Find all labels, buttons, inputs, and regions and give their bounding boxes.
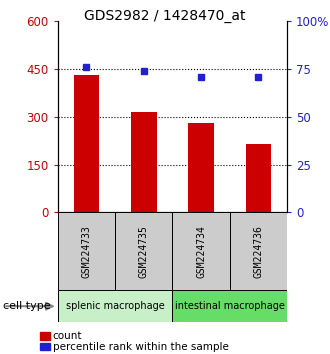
Bar xyxy=(230,212,287,290)
Text: GSM224733: GSM224733 xyxy=(82,225,91,278)
Bar xyxy=(172,290,287,322)
Text: GSM224736: GSM224736 xyxy=(253,225,263,278)
Text: GSM224735: GSM224735 xyxy=(139,225,149,278)
Bar xyxy=(246,144,271,212)
Text: intestinal macrophage: intestinal macrophage xyxy=(175,301,285,311)
Text: GSM224734: GSM224734 xyxy=(196,225,206,278)
Bar xyxy=(58,290,172,322)
Bar xyxy=(188,123,214,212)
Text: GDS2982 / 1428470_at: GDS2982 / 1428470_at xyxy=(84,9,246,23)
Bar xyxy=(131,112,157,212)
Bar xyxy=(115,212,172,290)
Bar xyxy=(58,212,115,290)
Text: count: count xyxy=(53,331,82,341)
Bar xyxy=(172,212,230,290)
Text: splenic macrophage: splenic macrophage xyxy=(66,301,164,311)
Text: percentile rank within the sample: percentile rank within the sample xyxy=(53,342,229,352)
Text: cell type: cell type xyxy=(3,301,51,311)
Bar xyxy=(74,75,99,212)
